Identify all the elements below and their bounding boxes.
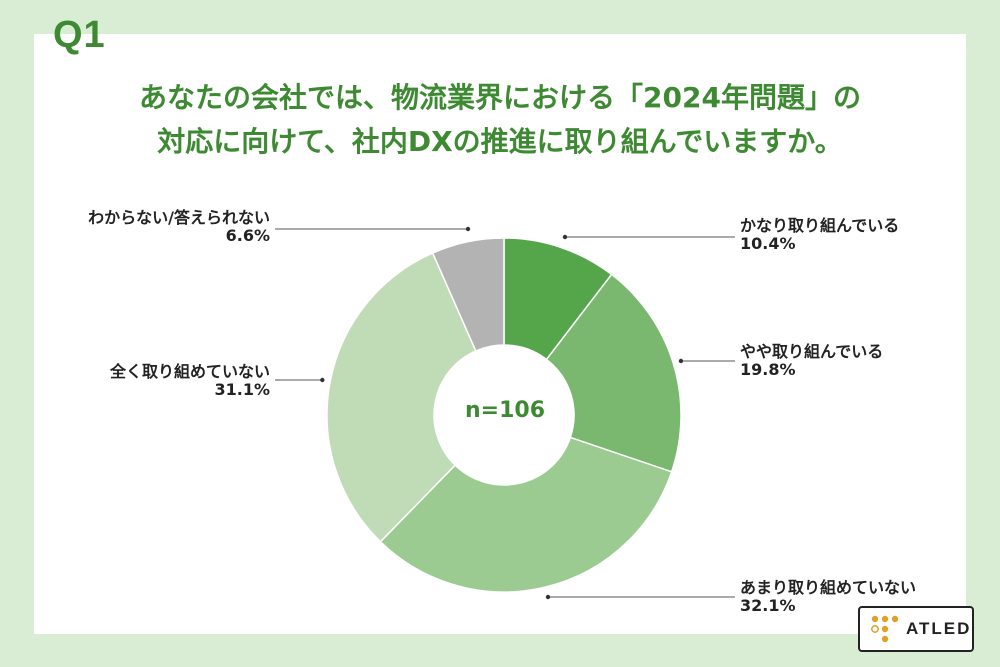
pie-slice-2 [379,436,673,593]
slice-category-0: かなり取り組んでいる [740,216,900,235]
slice-label-2: あまり取り組めていない 32.1% [740,579,916,615]
leader-dot-3 [320,377,325,383]
slice-value-0: 10.4% [740,234,796,253]
slice-category-2: あまり取り組めていない [740,578,917,597]
slice-value-1: 19.8% [740,360,796,379]
atled-logo: ATLED [858,606,974,652]
sample-size-label: n=106 [464,398,546,423]
leader-dot-0 [562,234,568,240]
slice-value-4: 6.6% [225,226,270,245]
slice-label-1: やや取り組んでいる 19.8% [740,343,883,379]
slice-label-3: 全く取り組めていない 31.1% [60,363,270,399]
leader-dot-2 [545,594,551,600]
slice-category-4: わからない/答えられない [88,208,270,227]
pie-slice-4 [431,237,505,352]
leader-dot-1 [678,358,684,364]
leader-dot-4 [465,226,471,232]
slice-value-3: 31.1% [214,380,270,399]
chart-title-line-2: 対応に向けて、社内DXの推進に取り組んでいますか。 [157,125,843,158]
chart-title-line-1: あなたの会社では、物流業界における「2024年問題」の [139,81,861,114]
pie-slice-1 [545,273,682,473]
slice-value-2: 32.1% [740,596,796,615]
slice-category-3: 全く取り組めていない [109,362,270,381]
question-number: Q1 [53,14,106,56]
slice-label-4: わからない/答えられない 6.6% [40,209,270,245]
pie-slice-3 [326,252,477,543]
atled-logo-icon [871,615,899,643]
atled-logo-text: ATLED [906,619,972,638]
slice-category-1: やや取り組んでいる [740,342,884,361]
slice-label-0: かなり取り組んでいる 10.4% [740,217,899,253]
